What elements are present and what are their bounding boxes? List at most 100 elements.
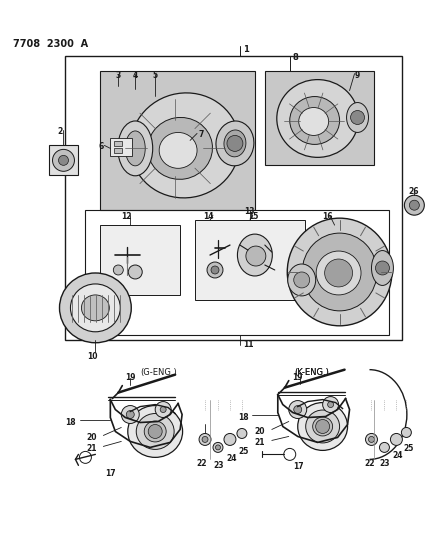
- Circle shape: [211, 266, 219, 274]
- Ellipse shape: [313, 417, 333, 436]
- Text: 8: 8: [293, 53, 298, 62]
- Text: 26: 26: [408, 187, 419, 196]
- Circle shape: [366, 433, 377, 446]
- Text: 25: 25: [403, 445, 414, 454]
- Text: 22: 22: [196, 459, 207, 469]
- Ellipse shape: [287, 218, 392, 326]
- Text: 17: 17: [293, 462, 303, 471]
- Circle shape: [53, 149, 74, 171]
- Circle shape: [327, 401, 333, 408]
- Circle shape: [213, 442, 223, 453]
- Text: 6: 6: [98, 142, 104, 151]
- Circle shape: [380, 442, 389, 453]
- Ellipse shape: [290, 96, 339, 144]
- Bar: [114, 141, 122, 147]
- Text: 7708  2300  A: 7708 2300 A: [13, 39, 88, 49]
- Ellipse shape: [131, 93, 240, 198]
- Text: 25: 25: [238, 447, 248, 456]
- Text: 1: 1: [243, 45, 249, 54]
- Text: 19: 19: [125, 373, 136, 382]
- Ellipse shape: [302, 233, 377, 311]
- Ellipse shape: [81, 295, 109, 321]
- Ellipse shape: [148, 117, 212, 179]
- Text: 11: 11: [243, 340, 253, 349]
- Text: 21: 21: [86, 445, 97, 454]
- Circle shape: [202, 437, 208, 442]
- Bar: [48, 146, 78, 175]
- Text: 12: 12: [121, 212, 132, 221]
- Circle shape: [246, 246, 266, 266]
- Ellipse shape: [159, 132, 197, 168]
- Circle shape: [375, 261, 389, 275]
- Text: 24: 24: [226, 455, 236, 463]
- Ellipse shape: [306, 410, 339, 443]
- Text: 16: 16: [323, 212, 333, 221]
- Bar: [110, 139, 132, 156]
- Text: 13: 13: [244, 207, 254, 216]
- Ellipse shape: [347, 102, 369, 132]
- Circle shape: [128, 265, 142, 279]
- Circle shape: [224, 433, 236, 446]
- Text: 15: 15: [248, 212, 258, 221]
- Ellipse shape: [298, 402, 348, 450]
- Circle shape: [227, 135, 243, 151]
- Circle shape: [121, 406, 139, 424]
- Circle shape: [207, 262, 223, 278]
- Text: 7: 7: [198, 131, 203, 140]
- Ellipse shape: [224, 130, 246, 157]
- Circle shape: [409, 200, 419, 210]
- Ellipse shape: [125, 131, 145, 166]
- Ellipse shape: [71, 284, 120, 332]
- Ellipse shape: [277, 79, 359, 157]
- Text: 23: 23: [213, 462, 223, 470]
- Bar: [114, 148, 122, 154]
- Ellipse shape: [299, 108, 329, 135]
- Circle shape: [155, 401, 171, 417]
- Ellipse shape: [128, 406, 183, 457]
- Text: 3: 3: [115, 71, 121, 79]
- Circle shape: [148, 424, 162, 439]
- Circle shape: [294, 272, 310, 288]
- Bar: [101, 71, 255, 210]
- Text: 21: 21: [255, 439, 265, 447]
- Circle shape: [351, 110, 365, 125]
- Text: 9: 9: [354, 71, 360, 79]
- Circle shape: [113, 265, 123, 275]
- Text: 2: 2: [57, 127, 63, 136]
- Text: (K-ENG.): (K-ENG.): [295, 368, 330, 377]
- Circle shape: [401, 427, 411, 438]
- Bar: [86, 210, 389, 335]
- Circle shape: [126, 410, 134, 418]
- Text: 20: 20: [86, 433, 97, 442]
- Text: (G-ENG.): (G-ENG.): [140, 368, 177, 377]
- Text: 23: 23: [380, 459, 390, 469]
- Ellipse shape: [136, 414, 174, 449]
- Circle shape: [160, 407, 166, 413]
- Bar: [265, 71, 374, 165]
- Bar: [195, 220, 305, 300]
- Text: 24: 24: [392, 451, 403, 461]
- Circle shape: [237, 429, 247, 439]
- Circle shape: [199, 433, 211, 446]
- Ellipse shape: [216, 121, 254, 166]
- Circle shape: [325, 259, 353, 287]
- Ellipse shape: [238, 234, 272, 276]
- Circle shape: [215, 445, 220, 450]
- Text: 10: 10: [87, 352, 98, 361]
- Circle shape: [294, 406, 302, 414]
- Ellipse shape: [144, 421, 166, 442]
- Text: 19: 19: [292, 373, 302, 382]
- Text: (K-ENG.): (K-ENG.): [295, 368, 330, 377]
- Bar: [65, 55, 402, 340]
- Circle shape: [323, 397, 339, 413]
- Text: 17: 17: [105, 470, 116, 478]
- Text: 4: 4: [132, 71, 137, 79]
- Circle shape: [390, 433, 402, 446]
- Circle shape: [316, 419, 330, 433]
- Text: 20: 20: [255, 427, 265, 437]
- Ellipse shape: [372, 251, 393, 286]
- Ellipse shape: [118, 121, 153, 176]
- Text: 5: 5: [152, 71, 158, 79]
- Text: 18: 18: [65, 417, 76, 426]
- Text: 18: 18: [238, 413, 249, 422]
